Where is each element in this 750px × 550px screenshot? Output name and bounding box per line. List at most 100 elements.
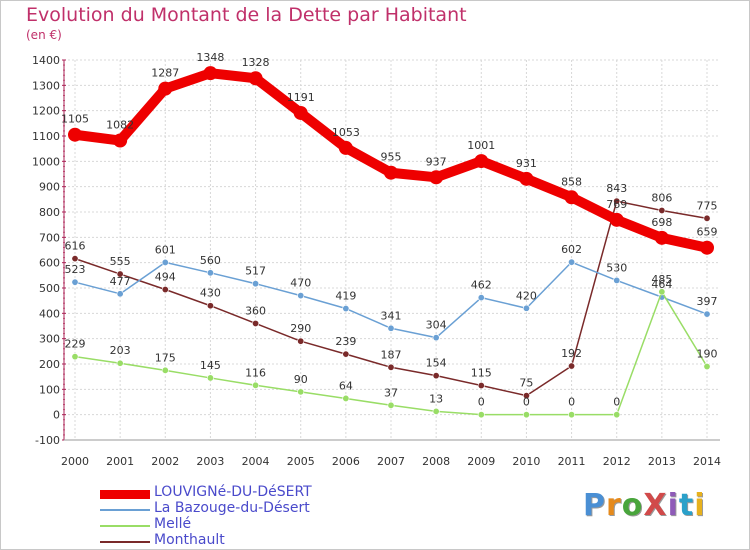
chart-title: Evolution du Montant de la Dette par Hab… [26,4,467,26]
data-label: 190 [697,348,718,361]
data-label: 485 [651,273,672,286]
data-label: 1053 [332,126,360,139]
data-label: 1328 [242,56,270,69]
series-point-0 [609,212,624,227]
data-label: 192 [561,347,582,360]
x-tick-label: 2005 [287,455,315,468]
series-point-1 [568,258,576,266]
data-label: 698 [651,216,672,229]
y-tick-label: 1000 [32,155,60,168]
y-tick-label: 200 [39,358,60,371]
data-label: 0 [478,396,485,409]
y-tick-label: 700 [39,231,60,244]
series-point-1 [161,258,169,266]
data-label: 13 [429,392,443,405]
x-tick-label: 2007 [377,455,405,468]
series-point-2 [297,388,305,396]
x-tick-label: 2009 [467,455,495,468]
series-point-1 [703,310,711,318]
series-point-0 [654,230,669,245]
series-point-3 [658,206,666,214]
legend-label: LOUVIGNé-DU-DéSERT [154,484,312,500]
series-point-1 [206,269,214,277]
data-label: 360 [245,304,266,317]
data-label: 462 [471,279,492,292]
series-point-2 [703,363,711,371]
data-label: 175 [155,351,176,364]
data-label: 937 [426,155,447,168]
data-label: 0 [568,396,575,409]
series-point-0 [248,71,263,86]
series-point-0 [384,165,398,180]
x-tick-label: 2004 [242,455,270,468]
series-point-1 [342,305,350,313]
data-label: 1001 [467,139,495,152]
data-label: 464 [651,278,672,291]
logo-letter: o [621,488,644,523]
data-label: 341 [381,309,402,322]
series-point-2 [568,411,576,419]
series-point-2 [206,374,214,382]
data-label: 145 [200,359,221,372]
series-point-3 [297,337,305,345]
data-label: 555 [110,255,131,268]
data-label: 397 [697,295,718,308]
y-tick-label: 500 [39,282,60,295]
data-label: 430 [200,287,221,300]
series-point-3 [432,372,440,380]
data-label: 304 [426,319,447,332]
y-tick-label: 1200 [32,105,60,118]
legend-swatch [100,541,150,543]
series-point-1 [613,276,621,284]
legend-swatch [100,489,150,499]
data-label: 858 [561,175,582,188]
series-point-2 [432,407,440,415]
series-point-1 [252,280,260,288]
y-tick-label: 800 [39,206,60,219]
series-point-2 [658,288,666,296]
logo-letter: X [643,488,668,523]
data-label: 37 [384,386,398,399]
x-tick-label: 2003 [196,455,224,468]
series-point-3 [161,286,169,294]
series-point-2 [522,411,530,419]
series-point-2 [477,411,485,419]
data-label: 154 [426,357,447,370]
series-point-0 [429,170,444,185]
data-label: 419 [335,290,356,303]
legend-label: Mellé [154,516,192,532]
y-tick-label: 1100 [32,130,60,143]
logo-letter: P [583,488,606,523]
data-label: 530 [606,261,627,274]
x-tick-label: 2001 [106,455,134,468]
series-point-1 [387,324,395,332]
data-label: 1191 [287,91,315,104]
data-label: 1082 [106,119,134,132]
data-label: 187 [381,348,402,361]
series-point-1 [522,304,530,312]
data-label: 560 [200,254,221,267]
series-point-3 [116,270,124,278]
series-point-2 [342,394,350,402]
series-point-1 [71,278,79,286]
series-point-3 [477,382,485,390]
data-label: 203 [110,344,131,357]
y-tick-label: 100 [39,383,60,396]
legend-label: Monthault [154,532,225,548]
series-point-1 [297,292,305,300]
series-point-2 [116,359,124,367]
data-label: 769 [606,198,627,211]
legend-swatch [100,509,150,511]
x-tick-label: 2013 [648,455,676,468]
series-point-1 [116,290,124,298]
y-tick-label: 1300 [32,79,60,92]
data-label: 659 [697,226,718,239]
data-label: 616 [65,240,86,253]
y-tick-label: 300 [39,333,60,346]
logo-letter: i [694,488,706,523]
data-label: 64 [339,379,353,392]
data-label: 90 [294,373,308,386]
series-point-3 [522,392,530,400]
data-label: 1287 [151,67,179,80]
y-tick-label: -100 [35,434,60,447]
